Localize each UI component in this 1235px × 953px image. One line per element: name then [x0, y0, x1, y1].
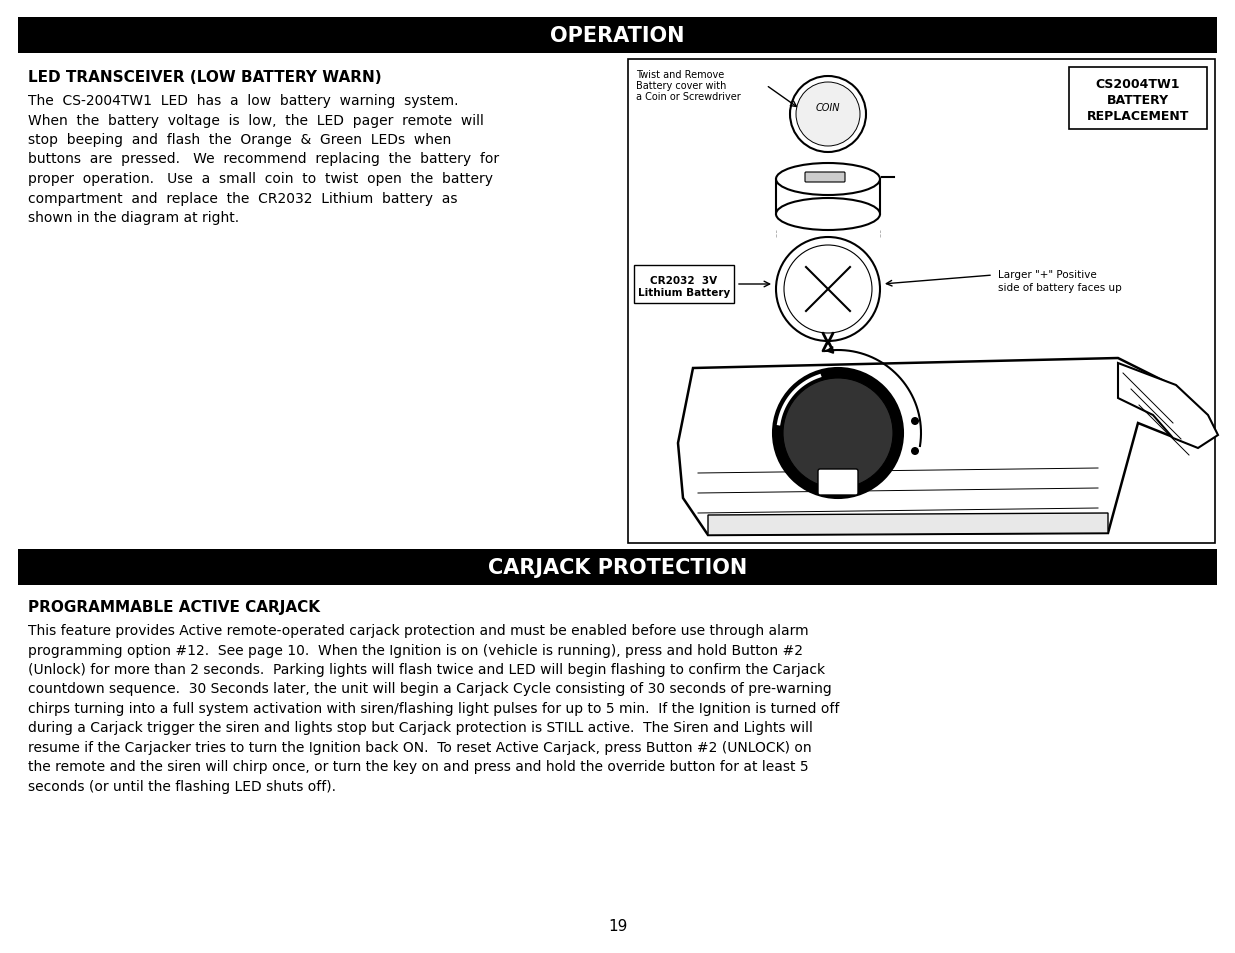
- Bar: [19, 18, 1216, 54]
- Polygon shape: [708, 514, 1108, 536]
- Circle shape: [776, 237, 881, 341]
- Text: REPLACEMENT: REPLACEMENT: [1087, 110, 1189, 123]
- Circle shape: [797, 83, 860, 147]
- Circle shape: [911, 417, 919, 426]
- Text: This feature provides Active remote-operated carjack protection and must be enab: This feature provides Active remote-oper…: [28, 623, 809, 638]
- Text: BATTERY: BATTERY: [1107, 94, 1170, 107]
- Text: 19: 19: [608, 918, 627, 933]
- Bar: [19, 550, 1216, 585]
- FancyBboxPatch shape: [805, 172, 845, 183]
- Text: CS2004TW1: CS2004TW1: [1095, 78, 1181, 91]
- Bar: [629, 60, 1215, 543]
- Text: seconds (or until the flashing LED shuts off).: seconds (or until the flashing LED shuts…: [28, 780, 336, 793]
- Circle shape: [783, 378, 893, 489]
- Text: Battery cover with: Battery cover with: [636, 81, 726, 91]
- Text: PROGRAMMABLE ACTIVE CARJACK: PROGRAMMABLE ACTIVE CARJACK: [28, 599, 320, 615]
- Ellipse shape: [776, 199, 881, 231]
- Text: Lithium Battery: Lithium Battery: [637, 288, 730, 297]
- Text: LED TRANSCEIVER (LOW BATTERY WARN): LED TRANSCEIVER (LOW BATTERY WARN): [28, 70, 382, 85]
- Text: programming option #12.  See page 10.  When the Ignition is on (vehicle is runni: programming option #12. See page 10. Whe…: [28, 643, 803, 657]
- Text: CR2032  3V: CR2032 3V: [651, 275, 718, 286]
- Text: proper  operation.   Use  a  small  coin  to  twist  open  the  battery: proper operation. Use a small coin to tw…: [28, 172, 493, 186]
- Text: Larger "+" Positive: Larger "+" Positive: [998, 270, 1097, 280]
- Text: COIN: COIN: [816, 103, 840, 112]
- Text: compartment  and  replace  the  CR2032  Lithium  battery  as: compartment and replace the CR2032 Lithi…: [28, 192, 457, 205]
- Text: (Unlock) for more than 2 seconds.  Parking lights will flash twice and LED will : (Unlock) for more than 2 seconds. Parkin…: [28, 662, 825, 677]
- FancyBboxPatch shape: [818, 470, 858, 496]
- Text: during a Carjack trigger the siren and lights stop but Carjack protection is STI: during a Carjack trigger the siren and l…: [28, 720, 813, 735]
- Polygon shape: [678, 358, 1203, 536]
- Bar: [634, 266, 734, 304]
- Polygon shape: [1118, 364, 1218, 449]
- Text: countdown sequence.  30 Seconds later, the unit will begin a Carjack Cycle consi: countdown sequence. 30 Seconds later, th…: [28, 681, 831, 696]
- Circle shape: [911, 448, 919, 456]
- Ellipse shape: [776, 164, 881, 195]
- Text: chirps turning into a full system activation with siren/flashing light pulses fo: chirps turning into a full system activa…: [28, 701, 840, 716]
- Text: buttons  are  pressed.   We  recommend  replacing  the  battery  for: buttons are pressed. We recommend replac…: [28, 152, 499, 167]
- Text: Twist and Remove: Twist and Remove: [636, 70, 724, 80]
- Bar: [1070, 68, 1207, 130]
- Text: The  CS-2004TW1  LED  has  a  low  battery  warning  system.: The CS-2004TW1 LED has a low battery war…: [28, 94, 458, 108]
- Text: the remote and the siren will chirp once, or turn the key on and press and hold : the remote and the siren will chirp once…: [28, 760, 809, 774]
- Text: side of battery faces up: side of battery faces up: [998, 283, 1121, 293]
- Text: a Coin or Screwdriver: a Coin or Screwdriver: [636, 91, 741, 102]
- Circle shape: [784, 246, 872, 334]
- Text: CARJACK PROTECTION: CARJACK PROTECTION: [488, 558, 747, 578]
- Text: stop  beeping  and  flash  the  Orange  &  Green  LEDs  when: stop beeping and flash the Orange & Gree…: [28, 132, 451, 147]
- Text: resume if the Carjacker tries to turn the Ignition back ON.  To reset Active Car: resume if the Carjacker tries to turn th…: [28, 740, 811, 754]
- Circle shape: [773, 369, 903, 498]
- Text: OPERATION: OPERATION: [551, 26, 684, 46]
- Text: When  the  battery  voltage  is  low,  the  LED  pager  remote  will: When the battery voltage is low, the LED…: [28, 113, 484, 128]
- Text: shown in the diagram at right.: shown in the diagram at right.: [28, 211, 240, 225]
- Circle shape: [790, 77, 866, 152]
